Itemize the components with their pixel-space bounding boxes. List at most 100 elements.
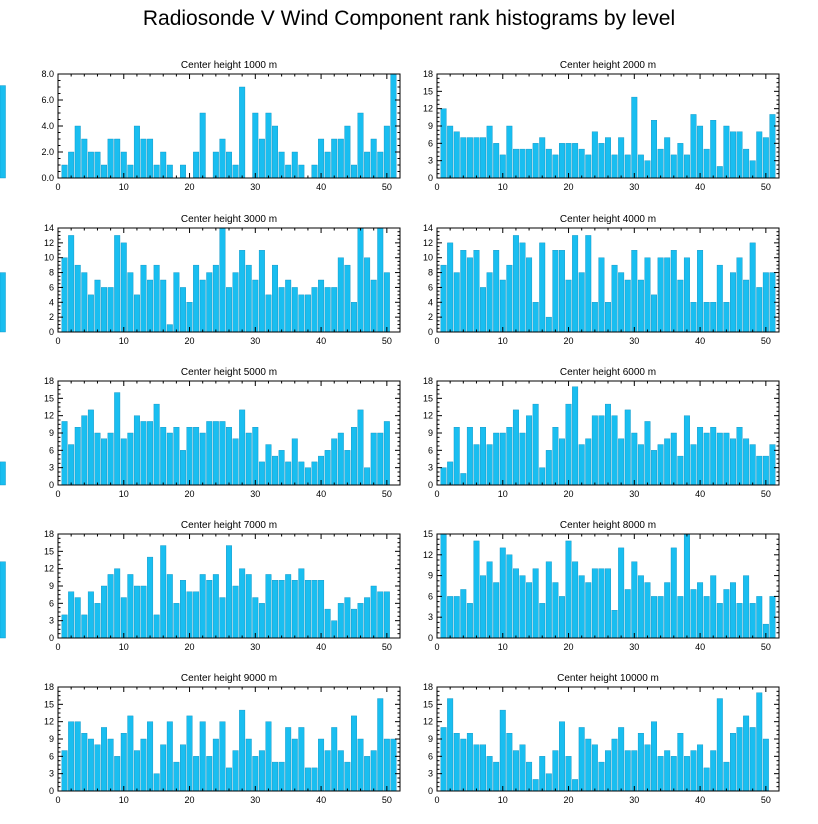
y-tick-label: 10 [44, 253, 54, 263]
histogram-bar [344, 597, 351, 639]
histogram-bar [585, 582, 592, 639]
x-tick-label: 10 [119, 489, 129, 499]
histogram-bar [265, 112, 272, 179]
histogram-bar [591, 744, 598, 792]
histogram-bar [206, 580, 213, 639]
y-tick-label: 0 [428, 173, 433, 183]
histogram-panel-2: Center height 2000 m 0 3 6 9 12 15 18 0 10 20 30 40 5… [0, 60, 780, 192]
histogram-bar [591, 131, 598, 179]
histogram-bar [226, 427, 232, 486]
histogram-bar [605, 302, 611, 333]
histogram-bar [160, 279, 167, 333]
histogram-bar [318, 279, 325, 333]
histogram-bar [532, 403, 539, 486]
histogram-bar [107, 138, 114, 179]
histogram-bar [736, 603, 743, 639]
histogram-bar [160, 545, 167, 639]
histogram-bar [539, 467, 546, 486]
histogram-bar [690, 444, 697, 486]
histogram-bar [298, 164, 305, 179]
histogram-bar [107, 574, 114, 639]
chart-main-title: Radiosonde V Wind Component rank histogr… [142, 7, 676, 30]
histogram-bar [101, 585, 108, 639]
histogram-bar [644, 421, 651, 486]
histogram-bar [219, 421, 226, 486]
y-tick-label: 0 [49, 633, 54, 643]
histogram-bar [677, 733, 684, 792]
histogram-bar [532, 143, 539, 179]
histogram-bar [258, 461, 265, 486]
histogram-bar [258, 250, 265, 333]
y-tick-label: 14 [423, 223, 433, 233]
histogram-bar [252, 756, 259, 792]
y-tick-label: 3 [428, 612, 433, 622]
histogram-bar [506, 427, 513, 486]
histogram-bar [703, 148, 710, 179]
histogram-bar [232, 585, 239, 639]
histogram-bar [743, 279, 750, 333]
histogram-bar [512, 148, 519, 179]
histogram-bar [670, 250, 677, 333]
histogram-bar [512, 235, 519, 333]
histogram-bar [107, 432, 114, 486]
histogram-bar [473, 250, 480, 333]
histogram-bar [311, 287, 318, 333]
x-tick-label: 20 [185, 642, 195, 652]
histogram-bar [179, 744, 186, 792]
histogram-bar [624, 589, 631, 639]
histogram-bar [657, 257, 664, 333]
histogram-bar [631, 561, 638, 639]
histogram-bar [324, 450, 331, 486]
histogram-bar [493, 761, 500, 792]
histogram-bar [677, 143, 684, 179]
histogram-bar [377, 698, 384, 792]
histogram-bar [729, 272, 736, 333]
y-tick-label: 12 [44, 564, 54, 574]
histogram-bar [311, 164, 318, 179]
histogram-bar [729, 438, 736, 486]
histogram-bar [644, 744, 651, 792]
histogram-bar [272, 761, 279, 792]
histogram-bar [618, 438, 625, 486]
histogram-bar [756, 131, 763, 179]
histogram-bar [512, 409, 519, 486]
histogram-bar [285, 279, 292, 333]
histogram-bar [0, 272, 6, 333]
y-tick-label: 9 [428, 428, 433, 438]
histogram-bar [74, 427, 81, 486]
histogram-bar [749, 444, 756, 486]
histogram-bar [677, 596, 684, 639]
histogram-bar [61, 421, 68, 486]
histogram-bar [480, 427, 487, 486]
histogram-bar [519, 148, 526, 179]
histogram-bar [558, 721, 565, 792]
histogram-bar [657, 596, 664, 639]
histogram-bar [637, 733, 644, 792]
histogram-bar [618, 547, 625, 639]
x-tick-label: 40 [316, 642, 326, 652]
histogram-bar [173, 427, 180, 486]
histogram-bar [591, 415, 598, 486]
histogram-bar [350, 302, 357, 333]
x-tick-label: 0 [434, 795, 439, 805]
histogram-panel-3: Center height 3000 m 0 2 4 6 8 10 12 14 0 10 20 30 40… [44, 214, 401, 346]
histogram-bar [545, 316, 552, 333]
histogram-bar [377, 227, 384, 333]
histogram-bar [473, 540, 480, 639]
histogram-bar [736, 427, 743, 486]
histogram-bar [499, 709, 506, 792]
y-tick-label: 8 [428, 268, 433, 278]
y-tick-label: 15 [44, 393, 54, 403]
histogram-bar [756, 596, 763, 639]
x-tick-label: 30 [629, 336, 639, 346]
histogram-bar [81, 415, 88, 486]
histogram-bar [147, 421, 154, 486]
histogram-bar [291, 580, 298, 639]
histogram-bar [304, 767, 311, 792]
histogram-bar [357, 603, 364, 639]
histogram-bar [657, 444, 664, 486]
histogram-bar [350, 608, 357, 639]
histogram-bar [743, 438, 750, 486]
